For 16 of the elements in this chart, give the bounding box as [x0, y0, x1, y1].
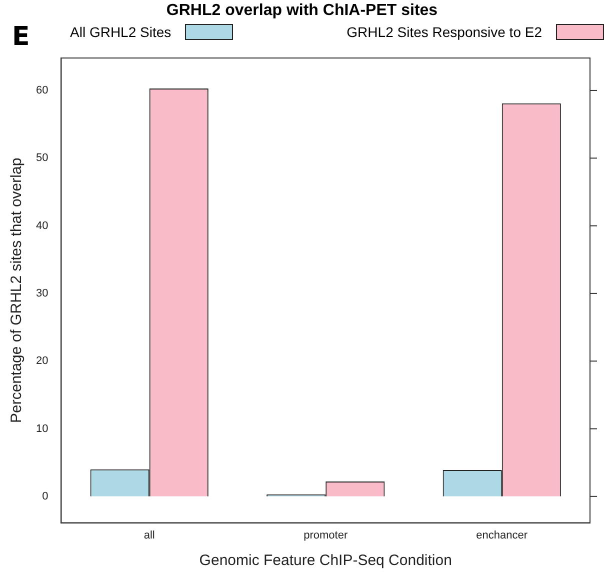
y-tick-label: 0 — [42, 490, 48, 502]
legend-label: All GRHL2 Sites — [70, 24, 172, 40]
y-tick-label: 10 — [36, 422, 48, 435]
chart-title: GRHL2 overlap with ChIA-PET sites — [165, 2, 439, 20]
y-tick-label: 40 — [36, 220, 48, 232]
x-tick-label: enchancer — [476, 529, 528, 542]
x-axis-title: Genomic Feature ChIP-Seq Condition — [199, 552, 452, 570]
y-axis-title: Percentage of GRHL2 sites that overlap — [8, 158, 26, 423]
y-tick-label: 30 — [36, 287, 48, 300]
y-tick-label: 20 — [36, 355, 48, 368]
legend-label: GRHL2 Sites Responsive to E2 — [346, 24, 542, 40]
x-tick-label: all — [144, 529, 155, 542]
y-tick-label: 60 — [36, 84, 48, 97]
y-tick-label: 50 — [36, 152, 48, 164]
text: E — [12, 22, 30, 52]
x-tick-label: promoter — [304, 529, 348, 542]
